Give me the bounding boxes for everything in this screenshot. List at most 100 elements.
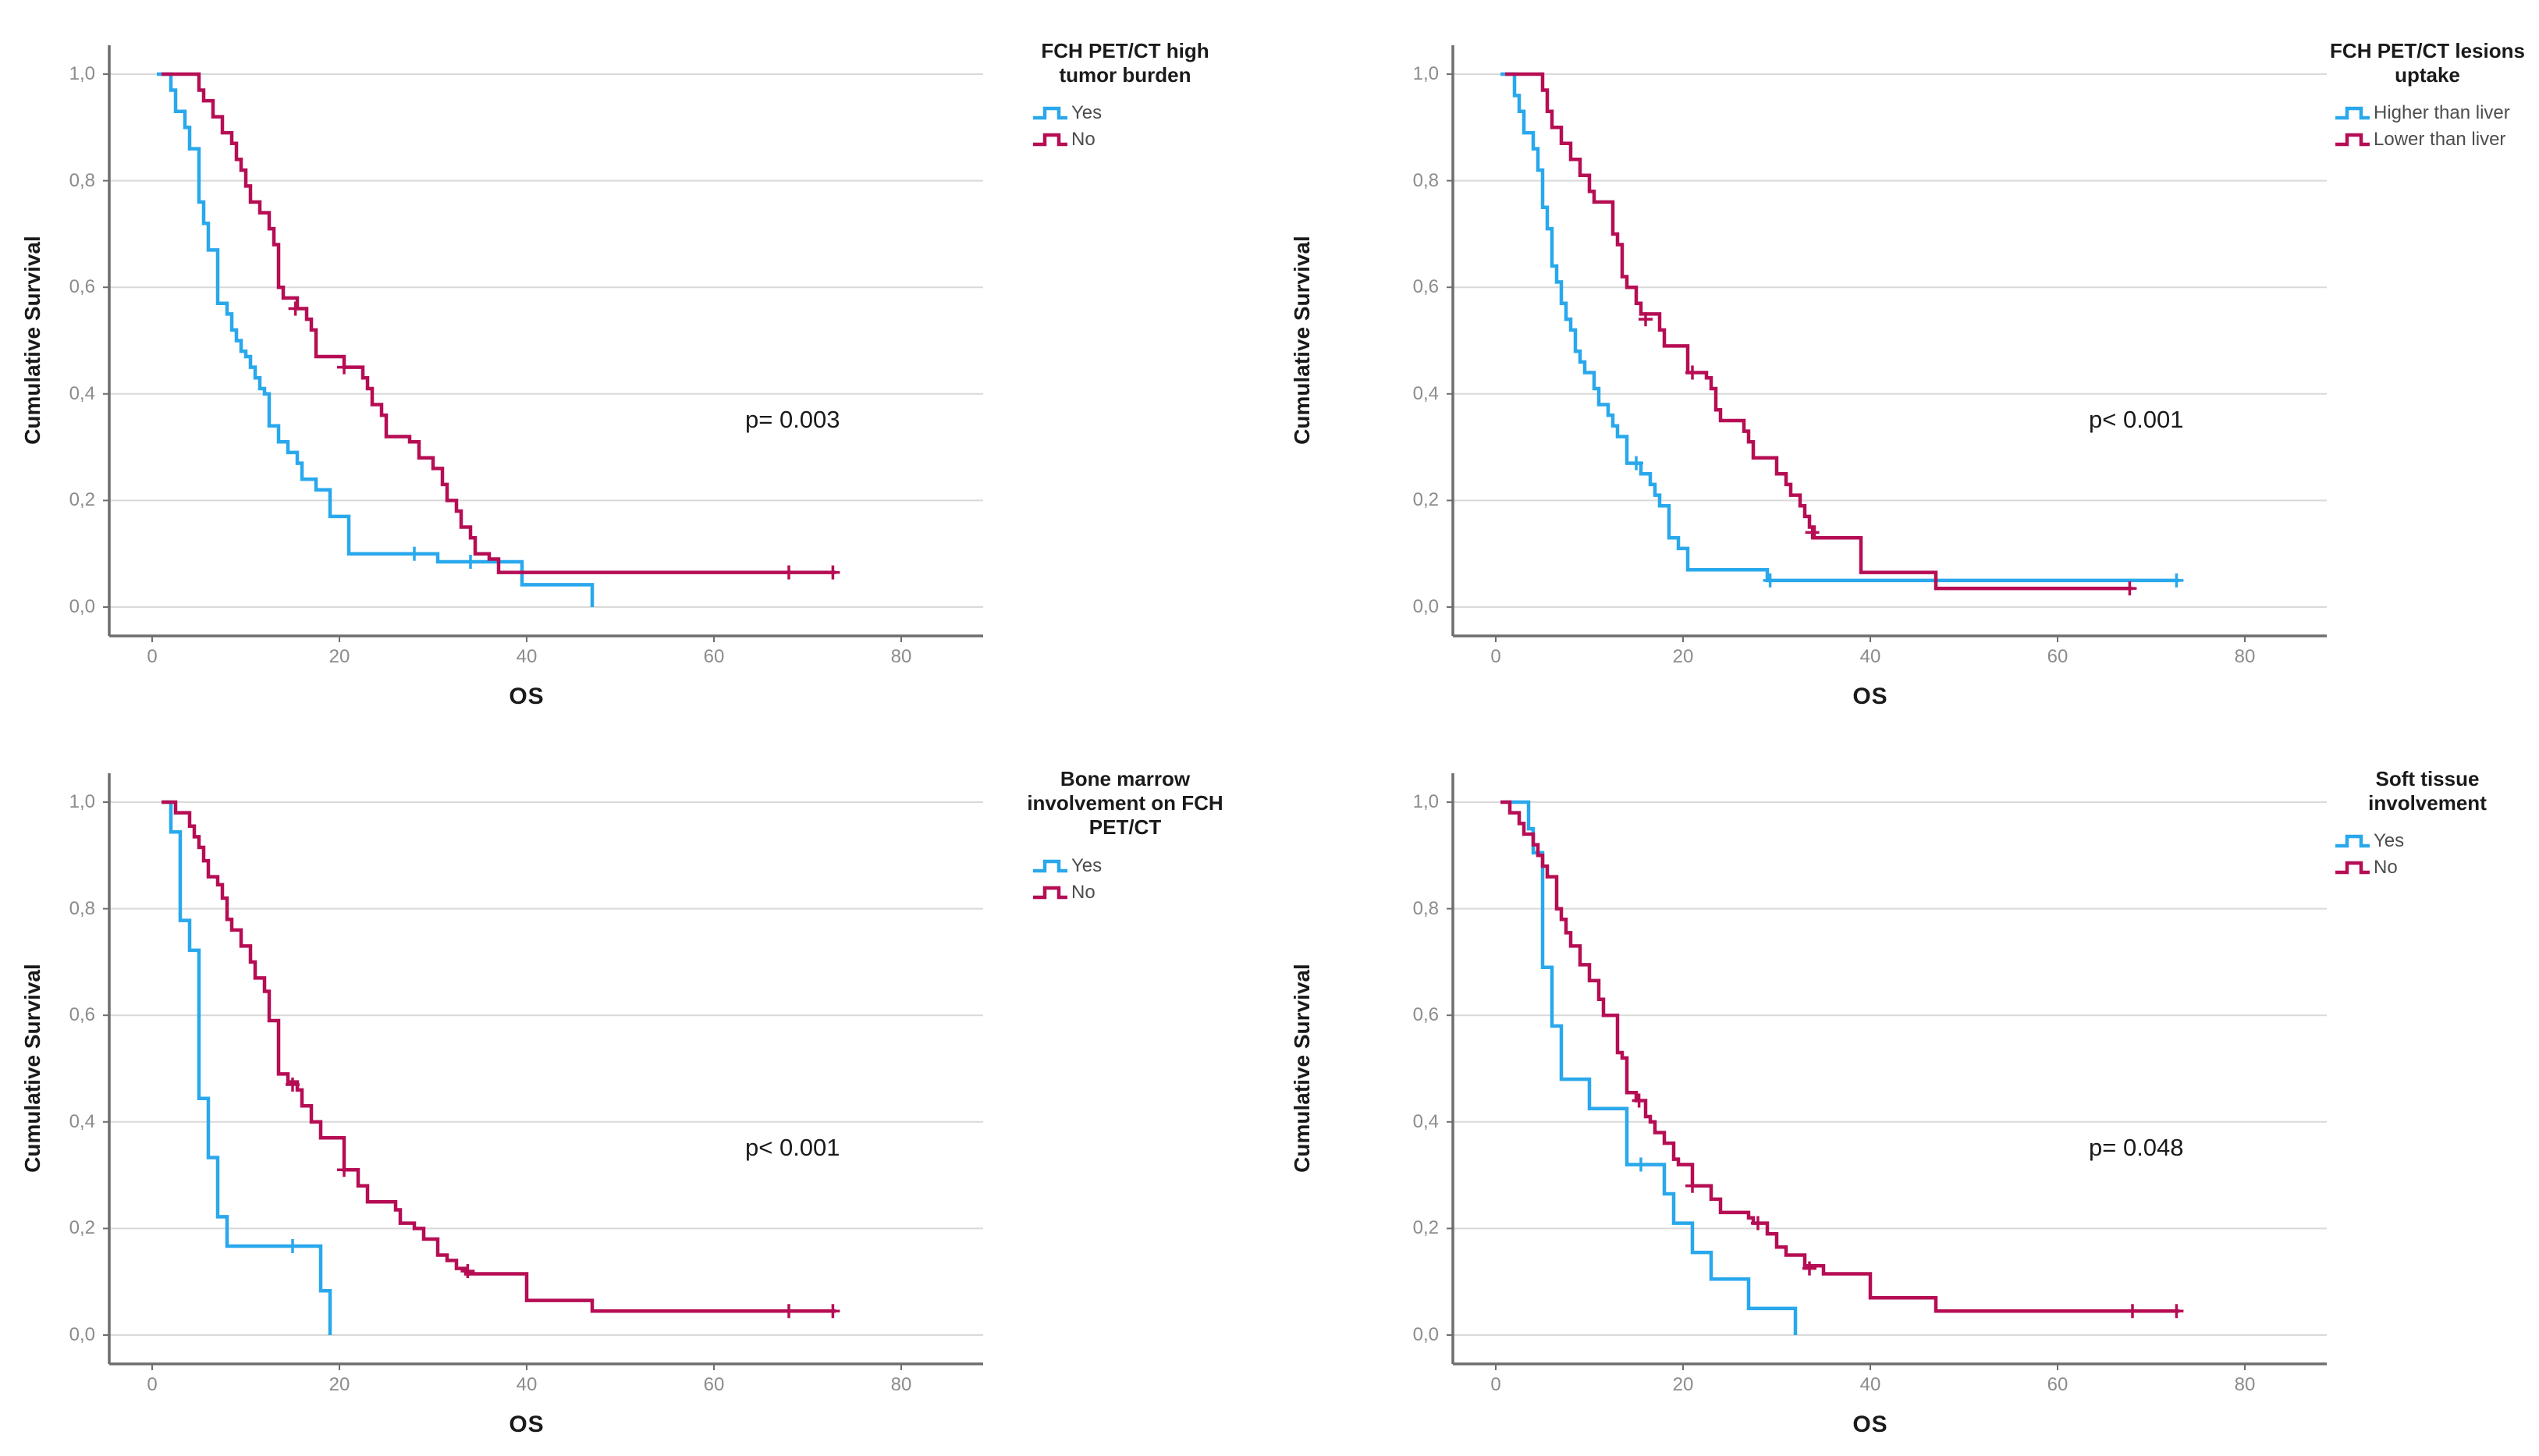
x-tick-label: 0 [1490, 646, 1501, 667]
y-tick-label: 0,8 [69, 898, 95, 919]
y-tick-label: 1,0 [1412, 63, 1439, 84]
y-tick-label: 0,0 [1412, 1324, 1439, 1345]
legend-item-label: Yes [2374, 830, 2405, 852]
legend-item-label: No [1071, 881, 1095, 903]
x-axis-title: OS [509, 1412, 545, 1437]
y-tick-label: 0,8 [69, 170, 95, 191]
legend-item-label: No [1071, 129, 1095, 151]
x-axis-title: OS [1852, 684, 1888, 709]
km-plot-canvas [1447, 45, 2327, 642]
legend-item: No [1032, 126, 1250, 153]
x-tick-label: 80 [2234, 646, 2256, 667]
legend-item: Lower than liver [2334, 126, 2534, 153]
km-plot-canvas [103, 773, 983, 1370]
y-tick-label: 0,6 [69, 276, 95, 297]
x-tick-label: 80 [2234, 1374, 2256, 1395]
y-tick-label: 0,4 [1412, 1111, 1439, 1132]
x-tick-label: 20 [328, 1374, 350, 1395]
km-plot-canvas [1447, 773, 2327, 1370]
step-line-swatch-icon [2335, 133, 2370, 147]
legend-item-label: Yes [1071, 854, 1103, 876]
x-tick-label: 0 [1490, 1374, 1501, 1395]
legend: Soft tissue involvement Yes No [2321, 767, 2534, 881]
x-tick-label: 40 [1859, 1374, 1881, 1395]
legend-item-label: No [2374, 857, 2398, 879]
legend-item: Yes [1032, 100, 1250, 126]
y-tick-label: 0,4 [69, 1111, 95, 1132]
km-plot-canvas [103, 45, 983, 642]
legend-item: Yes [2334, 828, 2534, 854]
x-tick-label: 0 [147, 646, 158, 667]
y-tick-label: 0,8 [1412, 898, 1439, 919]
legend-item: No [1032, 879, 1250, 906]
y-axis-title: Cumulative Survival [20, 236, 44, 445]
legend-items: Yes No [1000, 853, 1250, 906]
x-tick-label: 60 [703, 1374, 725, 1395]
x-tick-label: 60 [2047, 646, 2068, 667]
y-tick-label: 0,2 [1412, 489, 1439, 510]
y-tick-label: 0,2 [69, 1217, 95, 1238]
y-axis-title: Cumulative Survival [20, 964, 44, 1173]
legend-items: Yes No [1000, 100, 1250, 153]
y-tick-label: 0,6 [1412, 1004, 1439, 1025]
y-tick-label: 0,8 [1412, 170, 1439, 191]
p-value-annotation: p< 0.001 [2089, 406, 2184, 433]
x-tick-label: 20 [1672, 1374, 1694, 1395]
step-line-swatch-icon [2335, 861, 2370, 875]
y-tick-label: 1,0 [69, 791, 95, 812]
y-tick-label: 0,6 [69, 1004, 95, 1025]
y-tick-label: 0,0 [1412, 596, 1439, 617]
x-tick-label: 80 [890, 1374, 912, 1395]
legend-item: No [2334, 854, 2534, 881]
km-panel: Cumulative Survival 1,0 0,8 0,6 0,4 0,2 … [1270, 0, 2539, 728]
km-panel: Cumulative Survival 1,0 0,8 0,6 0,4 0,2 … [0, 0, 1270, 728]
x-tick-label: 80 [890, 646, 912, 667]
y-tick-label: 0,6 [1412, 276, 1439, 297]
y-tick-label: 1,0 [1412, 791, 1439, 812]
y-tick-label: 0,0 [69, 1324, 95, 1345]
y-tick-label: 0,0 [69, 596, 95, 617]
x-tick-label: 40 [516, 646, 538, 667]
step-line-swatch-icon [1033, 859, 1067, 872]
x-axis-title: OS [509, 684, 545, 709]
legend-title: FCH PET/CT lesions uptake [2330, 39, 2525, 87]
legend: FCH PET/CT high tumor burden Yes No [1000, 39, 1250, 153]
legend: Bone marrow involvement on FCH PET/CT Ye… [1000, 767, 1250, 906]
x-axis-title: OS [1852, 1412, 1888, 1437]
x-tick-label: 0 [147, 1374, 158, 1395]
y-tick-label: 0,2 [1412, 1217, 1439, 1238]
legend-item-label: Yes [1071, 102, 1103, 124]
legend-items: Yes No [2321, 828, 2534, 881]
legend-item: Higher than liver [2334, 100, 2534, 126]
y-tick-label: 0,4 [1412, 383, 1439, 404]
p-value-annotation: p= 0.048 [2089, 1134, 2184, 1161]
x-tick-label: 40 [1859, 646, 1881, 667]
legend-item-label: Lower than liver [2374, 129, 2506, 151]
legend-title: Soft tissue involvement [2368, 767, 2487, 815]
step-line-swatch-icon [1033, 107, 1067, 120]
x-tick-label: 40 [516, 1374, 538, 1395]
p-value-annotation: p< 0.001 [745, 1134, 840, 1161]
y-tick-label: 0,4 [69, 383, 95, 404]
p-value-annotation: p= 0.003 [745, 406, 840, 433]
step-line-swatch-icon [1033, 886, 1067, 899]
y-tick-label: 1,0 [69, 63, 95, 84]
legend-title: Bone marrow involvement on FCH PET/CT [1027, 767, 1223, 840]
legend-items: Higher than liver Lower than liver [2321, 100, 2534, 153]
km-panel: Cumulative Survival 1,0 0,8 0,6 0,4 0,2 … [0, 728, 1270, 1456]
legend-item: Yes [1032, 853, 1250, 879]
step-line-swatch-icon [2335, 835, 2370, 848]
legend-item-label: Higher than liver [2374, 102, 2510, 124]
y-axis-title: Cumulative Survival [1290, 236, 1314, 445]
step-line-swatch-icon [2335, 107, 2370, 120]
x-tick-label: 20 [328, 646, 350, 667]
y-axis-title: Cumulative Survival [1290, 964, 1314, 1173]
km-panel: Cumulative Survival 1,0 0,8 0,6 0,4 0,2 … [1270, 728, 2539, 1456]
x-tick-label: 20 [1672, 646, 1694, 667]
x-tick-label: 60 [2047, 1374, 2068, 1395]
x-tick-label: 60 [703, 646, 725, 667]
legend: FCH PET/CT lesions uptake Higher than li… [2321, 39, 2534, 153]
step-line-swatch-icon [1033, 133, 1067, 147]
legend-title: FCH PET/CT high tumor burden [1041, 39, 1209, 87]
